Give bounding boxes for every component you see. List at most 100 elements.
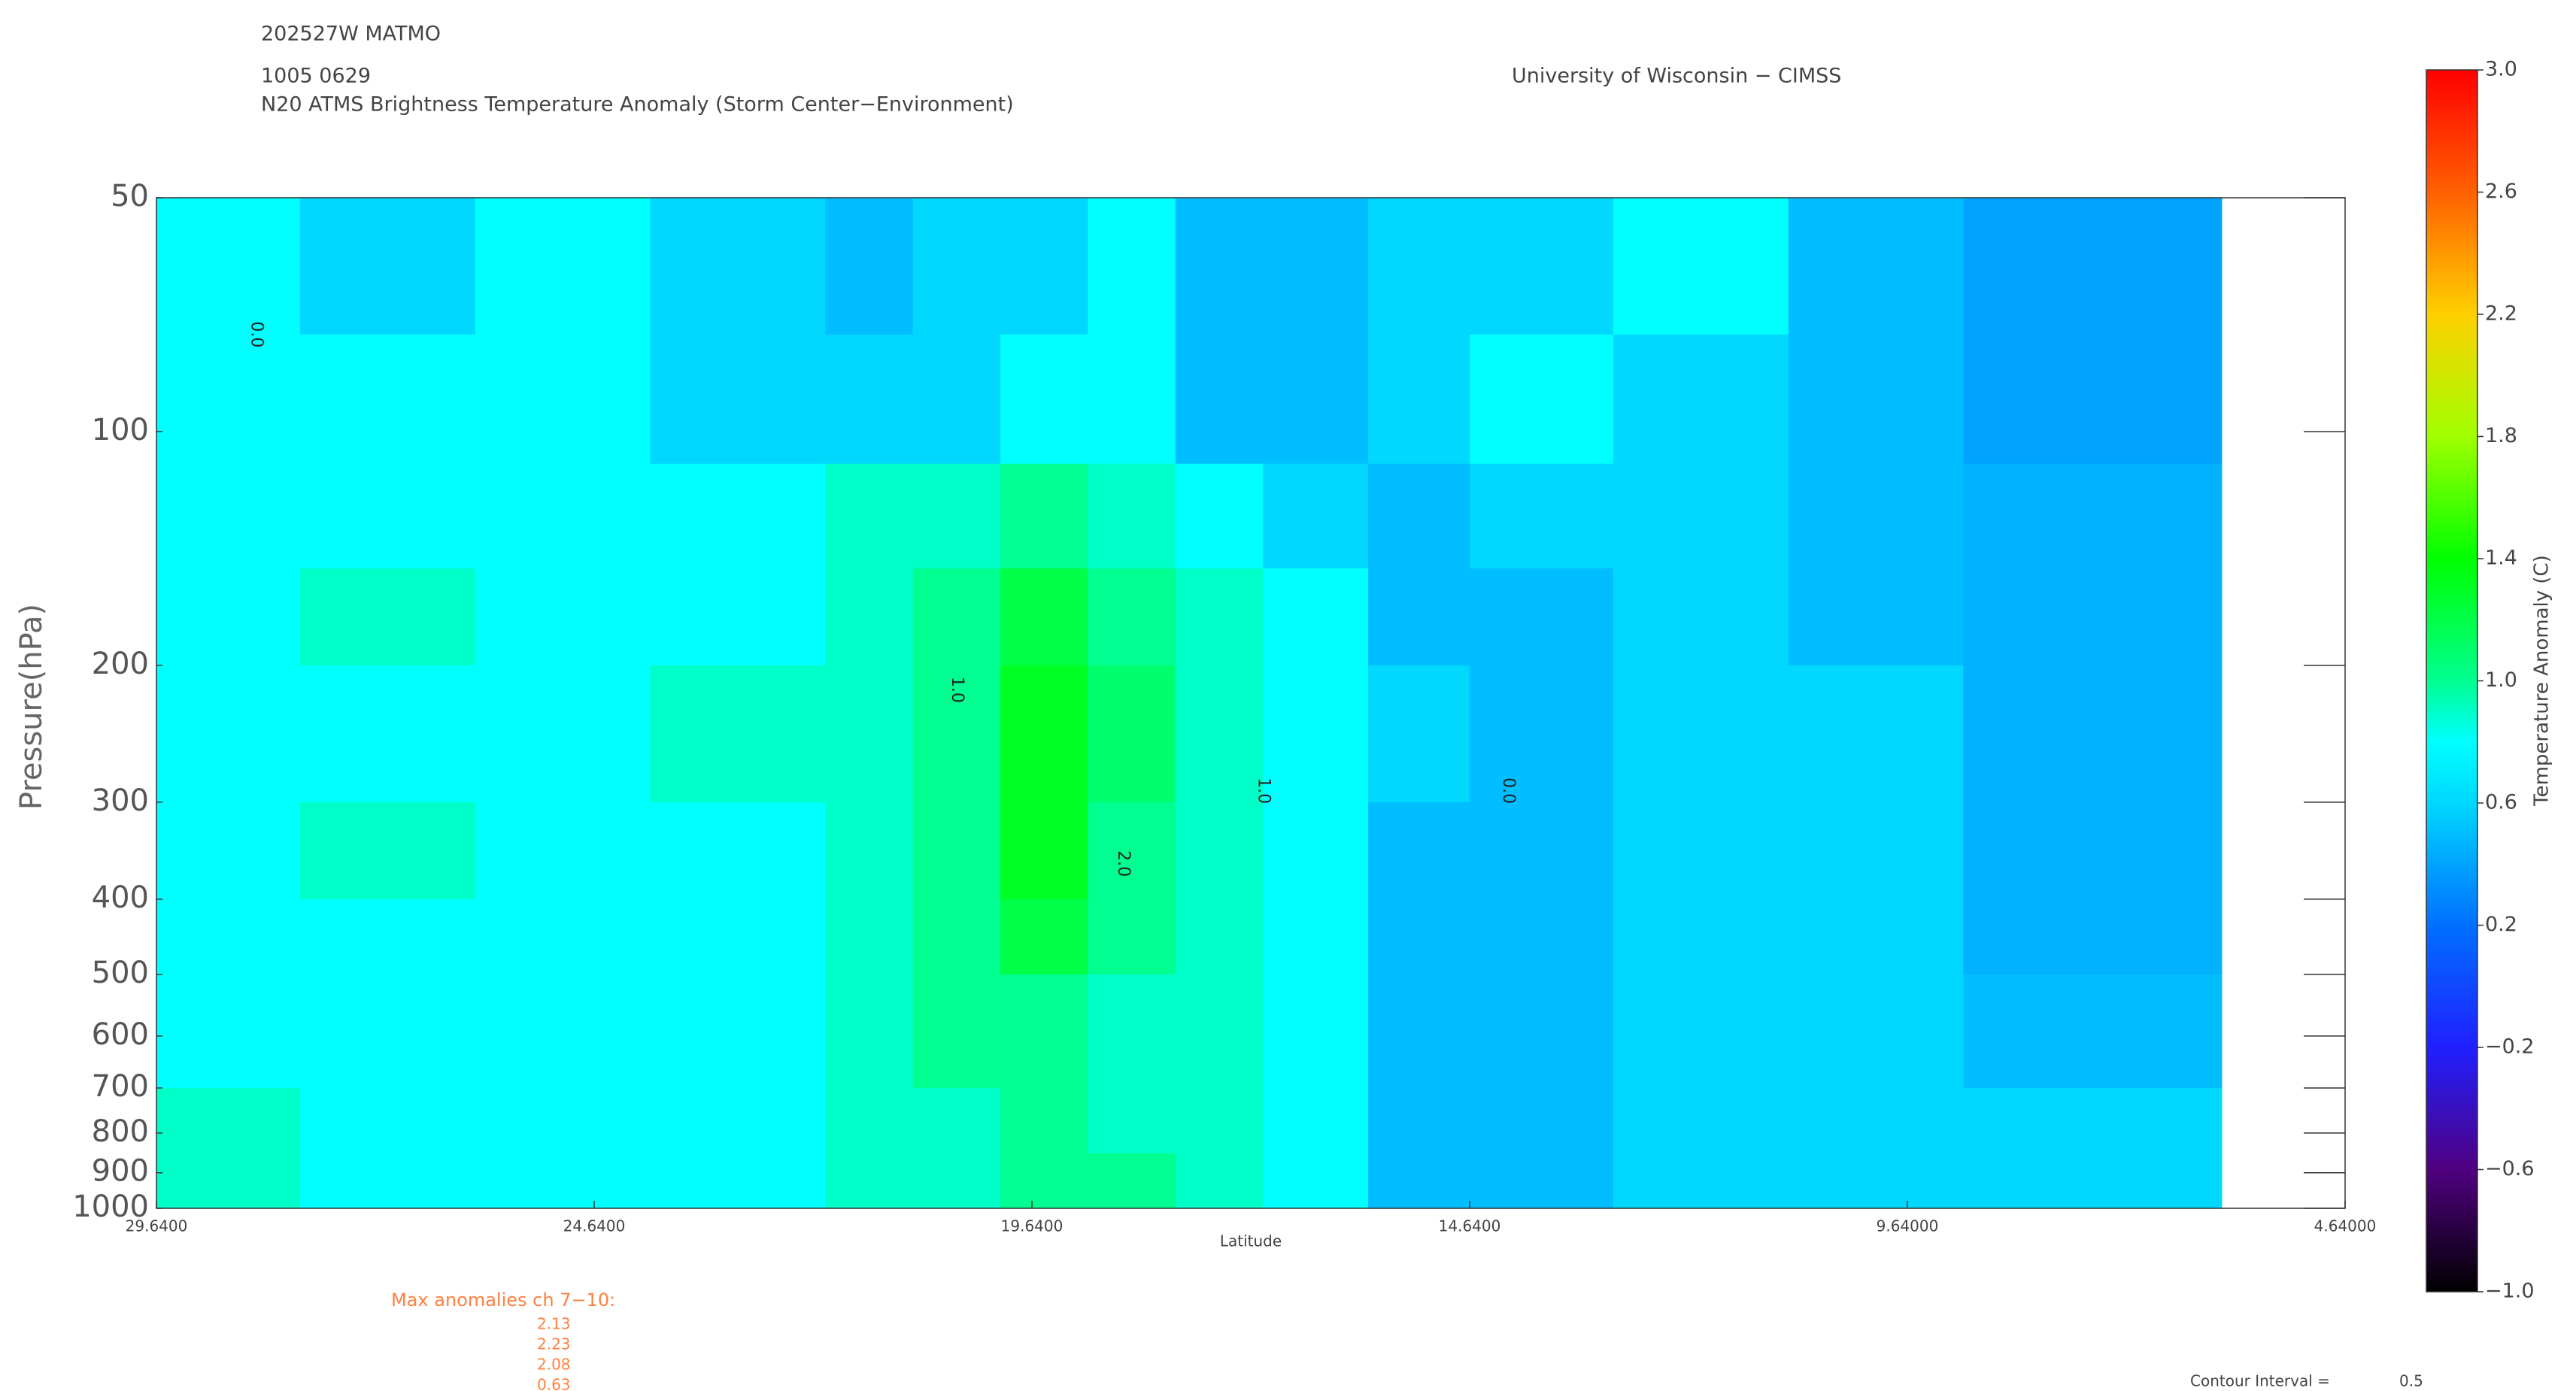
- contour-label: 1.0: [1254, 777, 1273, 804]
- plot-frame: [156, 197, 2346, 1209]
- y-tick-label: 200: [92, 647, 149, 681]
- y-tick-label: 100: [92, 413, 149, 447]
- field-cell: [299, 1153, 476, 1209]
- field-cell: [1000, 899, 1089, 975]
- field-cell: [1088, 899, 1176, 975]
- max-anomaly-value: 2.23: [537, 1335, 571, 1353]
- x-tick-label: 19.6400: [1001, 1217, 1063, 1235]
- field-cell: [1000, 334, 1089, 465]
- field-cell: [156, 1153, 301, 1209]
- field-cell: [1088, 974, 1176, 1089]
- overlay: 50 100 200 300 400 500 600 700 800 900100029.6400…: [72, 58, 2534, 1391]
- field-cell: [299, 802, 476, 900]
- field-cell: [1470, 1153, 1614, 1209]
- colorbar-tick-label: 1.0: [2485, 668, 2517, 692]
- field-cell: [912, 1087, 1001, 1154]
- field-cell: [1613, 198, 1789, 335]
- field-cell: [825, 899, 914, 975]
- field-cell: [1367, 665, 1470, 803]
- contour-label: 0.0: [1499, 777, 1518, 804]
- colorbar-tick-label: 3.0: [2485, 58, 2517, 81]
- field-cell: [475, 899, 651, 975]
- contour-label: 2.0: [1114, 850, 1133, 877]
- field-cell: [1788, 974, 1965, 1089]
- x-tick-label: 29.6400: [126, 1217, 188, 1235]
- field-cell: [1367, 974, 1470, 1089]
- field-cell: [1000, 1153, 1089, 1209]
- field-cell: [1613, 334, 1789, 465]
- field-cell: [475, 1153, 651, 1209]
- x-axis-title: Latitude: [1220, 1232, 1282, 1250]
- field-cell: [1175, 198, 1264, 335]
- field-cell: [1263, 1087, 1369, 1154]
- field-cell: [1175, 899, 1264, 975]
- field-cell: [1788, 198, 1965, 335]
- field-cell: [1613, 899, 1789, 975]
- field-cell: [1963, 665, 2223, 803]
- field-cell: [475, 802, 651, 900]
- field-cell: [1613, 463, 1789, 569]
- y-tick-label: 700: [92, 1069, 149, 1104]
- field-cell: [1613, 974, 1789, 1089]
- field-cell: [1263, 1153, 1369, 1209]
- field-cell: [475, 1087, 651, 1154]
- field-cell: [1000, 568, 1089, 666]
- y-tick-label: 600: [92, 1017, 149, 1052]
- field-cell: [650, 974, 826, 1089]
- field-cell: [1000, 665, 1089, 803]
- field-cell: [1175, 1153, 1264, 1209]
- field-cell: [650, 802, 826, 900]
- colorbar: [2426, 69, 2478, 1293]
- field-cell: [1263, 568, 1369, 666]
- y-tick-label: 300: [92, 783, 149, 818]
- field-cell: [475, 568, 651, 666]
- field-cell: [475, 974, 651, 1089]
- colorbar-title: Temperature Anomaly (C): [2531, 555, 2553, 807]
- field-cell: [650, 899, 826, 975]
- y-tick-label: 1000: [72, 1189, 149, 1224]
- x-tick-label: 24.6400: [563, 1217, 626, 1235]
- chart-title: N20 ATMS Brightness Temperature Anomaly …: [261, 93, 1014, 117]
- field-cell: [156, 899, 301, 975]
- field-cell: [1613, 665, 1789, 803]
- field-cell: [1175, 974, 1264, 1089]
- field-cell: [475, 463, 651, 569]
- field-cell: [1788, 334, 1965, 465]
- max-anomaly-value: 2.08: [537, 1356, 571, 1374]
- field-cell: [912, 334, 1001, 465]
- field-cell: [1470, 568, 1614, 666]
- x-tick-label: 4.64000: [2314, 1217, 2377, 1235]
- field-cell: [1367, 1087, 1470, 1154]
- field-cell: [912, 899, 1001, 975]
- field-cell: [1963, 463, 2223, 569]
- field-cell: [1470, 334, 1614, 465]
- field-cell: [1263, 463, 1369, 569]
- field-cell: [825, 198, 914, 335]
- field-cell: [1367, 568, 1470, 666]
- field-cell: [1263, 665, 1369, 803]
- field-cell: [1088, 1153, 1176, 1209]
- field-cell: [1470, 665, 1614, 803]
- y-axis-title: Pressure(hPa): [14, 604, 49, 810]
- field-cell: [650, 665, 826, 803]
- field-cell: [1613, 1153, 1789, 1209]
- field-cell: [912, 665, 1001, 803]
- field-cell: [475, 334, 651, 465]
- field-cell: [156, 334, 301, 465]
- field: [156, 198, 2223, 1209]
- field-cell: [1367, 198, 1470, 335]
- field-cell: [912, 198, 1001, 335]
- field-cell: [825, 665, 914, 803]
- field-cell: [1175, 665, 1264, 803]
- field-cell: [912, 974, 1001, 1089]
- colorbar-tick-label: 1.8: [2485, 424, 2517, 447]
- contour-label: 1.0: [948, 677, 966, 703]
- colorbar-tick-label: −1.0: [2485, 1280, 2535, 1303]
- field-cell: [1367, 463, 1470, 569]
- max-anomalies-title: Max anomalies ch 7−10:: [391, 1289, 615, 1311]
- field-cell: [1963, 802, 2223, 900]
- field-cell: [475, 665, 651, 803]
- field-cell: [1000, 974, 1089, 1089]
- colorbar-tick-label: 0.2: [2485, 913, 2517, 936]
- field-cell: [1963, 334, 2223, 465]
